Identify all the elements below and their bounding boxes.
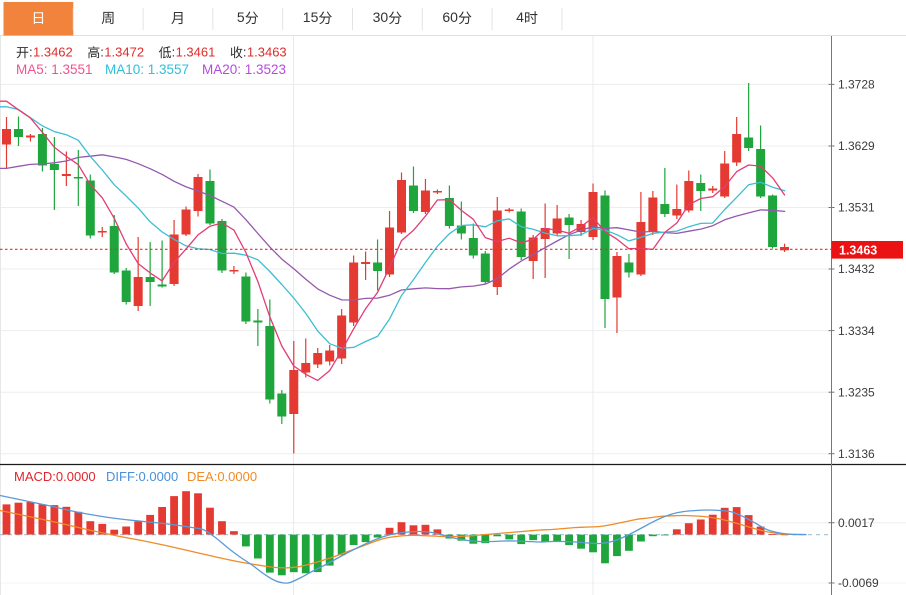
- svg-text:5: 5: [237, 9, 245, 25]
- svg-text:MA10: 1.3557: MA10: 1.3557: [105, 62, 189, 77]
- svg-text:1.3334: 1.3334: [838, 324, 875, 338]
- svg-text:1.3472: 1.3472: [104, 44, 144, 59]
- svg-text:MACD:0.0000: MACD:0.0000: [14, 469, 96, 484]
- svg-text:15: 15: [303, 9, 319, 25]
- svg-text:30: 30: [373, 9, 389, 25]
- svg-text::: :: [29, 44, 33, 59]
- svg-text:DEA:0.0000: DEA:0.0000: [187, 469, 257, 484]
- svg-text:1.3531: 1.3531: [838, 201, 875, 215]
- svg-text:DIFF:0.0000: DIFF:0.0000: [106, 469, 178, 484]
- svg-text:1.3235: 1.3235: [838, 385, 875, 399]
- svg-text:MA20: 1.3523: MA20: 1.3523: [202, 62, 286, 77]
- svg-text:1.3462: 1.3462: [33, 44, 73, 59]
- svg-text:4: 4: [516, 9, 524, 25]
- svg-text:1.3463: 1.3463: [839, 244, 877, 258]
- svg-text::: :: [243, 44, 247, 59]
- svg-text:MA5: 1.3551: MA5: 1.3551: [16, 62, 93, 77]
- svg-text:-0.0069: -0.0069: [838, 576, 879, 590]
- svg-text:0.0017: 0.0017: [838, 516, 875, 530]
- svg-text::: :: [100, 44, 104, 59]
- svg-text:1.3432: 1.3432: [838, 262, 875, 276]
- svg-text:60: 60: [442, 9, 458, 25]
- svg-text:1.3461: 1.3461: [176, 44, 216, 59]
- svg-text:1.3136: 1.3136: [838, 447, 875, 461]
- svg-text:1.3629: 1.3629: [838, 139, 875, 153]
- svg-text:1.3728: 1.3728: [838, 78, 875, 92]
- svg-text::: :: [172, 44, 176, 59]
- svg-text:1.3463: 1.3463: [247, 44, 287, 59]
